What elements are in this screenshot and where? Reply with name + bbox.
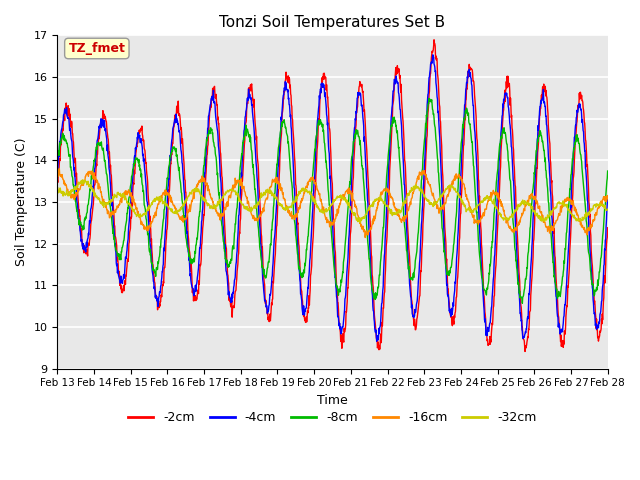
-8cm [418,176,426,181]
-32cm [54,185,61,191]
-32cm [176,207,184,213]
-16cm [238,185,246,191]
Line: -8cm: -8cm [58,98,607,303]
-4cm [373,338,381,344]
-2cm [539,91,547,96]
-4cm [539,94,547,99]
Title: Tonzi Soil Temperatures Set B: Tonzi Soil Temperatures Set B [220,15,445,30]
X-axis label: Time: Time [317,394,348,407]
-32cm [419,188,426,194]
-4cm [491,254,499,260]
-16cm [163,192,171,197]
-2cm [604,225,611,230]
-4cm [419,208,426,214]
-32cm [604,206,611,212]
-8cm [176,176,184,181]
-16cm [491,191,499,197]
-16cm [604,196,611,202]
-4cm [176,129,184,135]
-32cm [79,177,87,183]
-8cm [425,96,433,101]
Y-axis label: Soil Temperature (C): Soil Temperature (C) [15,138,28,266]
-8cm [237,155,245,161]
-8cm [604,168,611,174]
-4cm [163,211,170,217]
-16cm [539,215,547,221]
Line: -16cm: -16cm [58,168,607,238]
-16cm [54,169,61,175]
-2cm [237,195,245,201]
-2cm [430,37,438,43]
Line: -32cm: -32cm [58,180,607,223]
-2cm [490,293,498,299]
Line: -2cm: -2cm [58,40,607,351]
-8cm [539,141,547,146]
-32cm [163,201,171,207]
-32cm [539,216,547,221]
-2cm [418,248,426,254]
-32cm [238,201,246,206]
Line: -4cm: -4cm [58,55,607,341]
-32cm [491,203,499,208]
-4cm [54,173,61,179]
-16cm [419,168,426,174]
-4cm [237,170,245,176]
-2cm [521,348,529,354]
-8cm [518,300,526,306]
-16cm [176,216,184,222]
-2cm [176,112,184,118]
-4cm [604,194,611,200]
Legend: -2cm, -4cm, -8cm, -16cm, -32cm: -2cm, -4cm, -8cm, -16cm, -32cm [124,406,541,429]
-8cm [163,186,170,192]
-2cm [163,235,170,241]
-32cm [356,220,364,226]
-16cm [362,235,369,240]
-16cm [56,166,63,171]
-8cm [54,151,61,157]
-8cm [490,211,498,216]
-4cm [429,52,436,58]
Text: TZ_fmet: TZ_fmet [68,42,125,55]
-2cm [54,177,61,182]
